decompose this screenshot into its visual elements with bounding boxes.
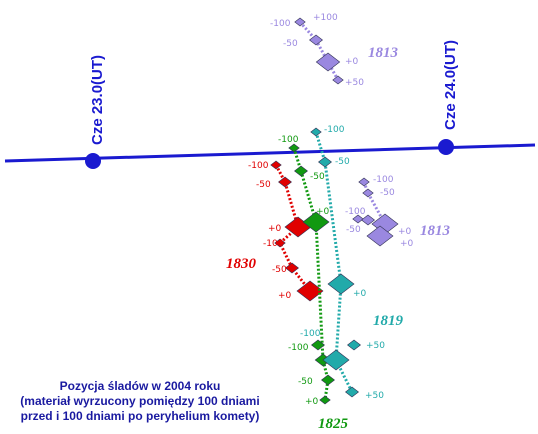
- axis-dot: [85, 153, 101, 169]
- point-label: -50: [335, 157, 350, 167]
- group-name: 1830: [226, 256, 257, 272]
- diamond: [327, 273, 355, 295]
- diamond: [310, 127, 322, 137]
- trail: [314, 131, 354, 393]
- group-name: 1813: [420, 223, 451, 239]
- point-label: -100: [324, 125, 345, 135]
- diamond: [358, 177, 370, 187]
- point-label: -100: [373, 175, 394, 185]
- point-label: -100: [263, 239, 284, 249]
- group-name: 1813: [368, 45, 399, 61]
- point-label: +100: [313, 13, 338, 23]
- caption: (materiał wyrzucony pomiędzy 100 dniami: [20, 394, 259, 408]
- diamond: [318, 156, 332, 168]
- point-label: -50: [283, 39, 298, 49]
- diamond: [278, 176, 292, 188]
- diamond: [274, 238, 286, 248]
- point-label: +0: [268, 224, 282, 234]
- point-label: -50: [298, 377, 313, 387]
- point-label: +0: [398, 227, 412, 237]
- diamond: [366, 225, 394, 247]
- diamond: [347, 339, 361, 351]
- point-label: +0: [316, 207, 330, 217]
- diamond: [319, 395, 331, 405]
- diamond: [294, 165, 308, 177]
- diamond: [270, 160, 282, 170]
- diamond: [362, 188, 374, 198]
- axis-label: Cze 24.0(UT): [442, 40, 459, 130]
- point-label: -100: [300, 329, 321, 339]
- diamond: [321, 374, 335, 386]
- caption: przed i 100 dniami po peryhelium komety): [21, 409, 260, 423]
- caption: Pozycja śladów w 2004 roku: [60, 379, 221, 393]
- diamond: [296, 280, 324, 302]
- point-label: -100: [345, 207, 366, 217]
- point-label: -100: [288, 343, 309, 353]
- point-label: +0: [400, 239, 414, 249]
- diamond: [322, 349, 350, 371]
- axis-label: Cze 23.0(UT): [89, 55, 106, 145]
- point-label: +50: [365, 391, 384, 401]
- group-name: 1819: [373, 313, 404, 329]
- group-name: 1825: [318, 416, 349, 432]
- point-label: -50: [272, 265, 287, 275]
- time-axis: [4, 143, 536, 163]
- diamond: [285, 262, 299, 274]
- diamond: [361, 214, 375, 226]
- point-label: +0: [345, 57, 359, 67]
- point-label: +50: [345, 78, 364, 88]
- diamond: [302, 211, 330, 233]
- point-label: -50: [256, 180, 271, 190]
- point-label: -100: [270, 19, 291, 29]
- axis-dot: [438, 139, 454, 155]
- diamond: [309, 34, 323, 46]
- point-label: -50: [346, 225, 361, 235]
- point-label: -100: [278, 135, 299, 145]
- point-label: +0: [305, 397, 319, 407]
- diamond: [288, 143, 300, 153]
- point-label: -50: [310, 172, 325, 182]
- trail: [298, 21, 340, 81]
- diamond: [315, 52, 341, 72]
- diamond: [294, 17, 306, 27]
- point-label: +50: [366, 341, 385, 351]
- point-label: +0: [353, 289, 367, 299]
- point-label: -100: [248, 161, 269, 171]
- diamond: [332, 75, 344, 85]
- point-label: +0: [278, 291, 292, 301]
- diamond: [352, 214, 364, 224]
- diamond: [345, 386, 359, 398]
- point-label: -50: [380, 188, 395, 198]
- diamond: [311, 339, 325, 351]
